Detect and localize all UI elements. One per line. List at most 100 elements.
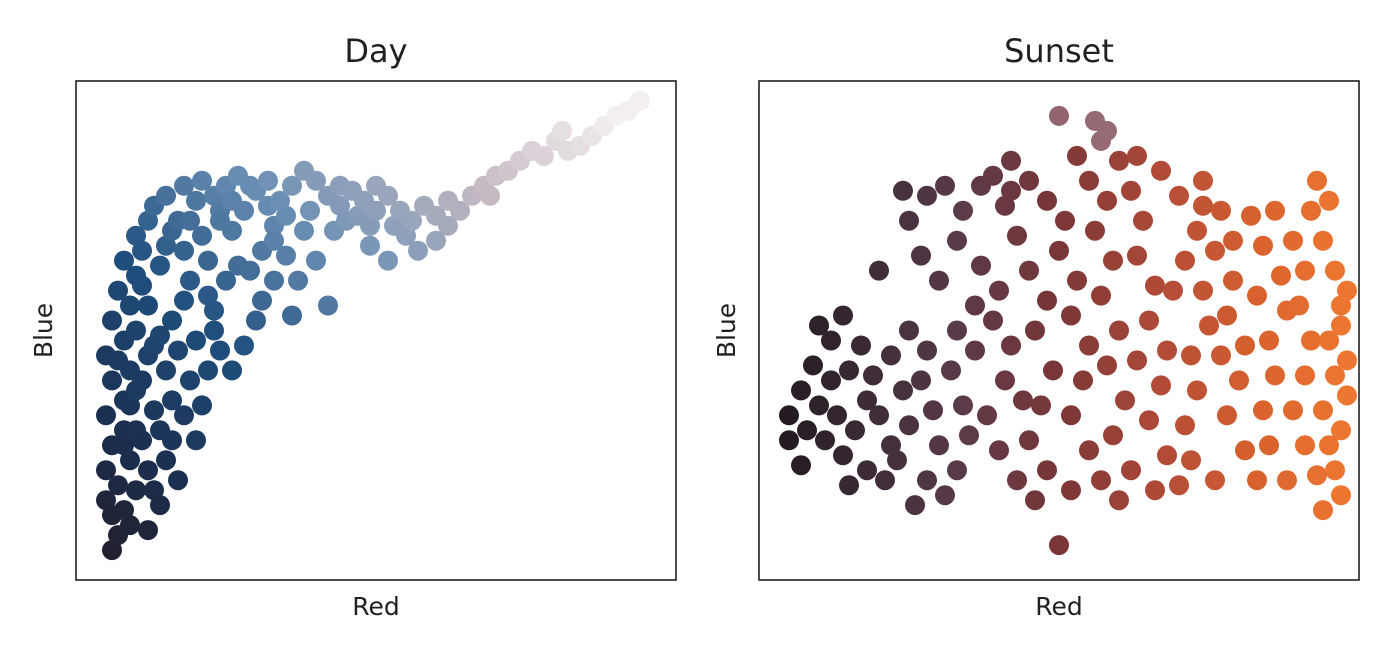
scatter-point bbox=[1121, 460, 1141, 481]
scatter-point bbox=[1325, 365, 1345, 386]
scatter-point bbox=[1121, 180, 1141, 201]
scatter-point bbox=[186, 330, 206, 351]
scatter-point bbox=[258, 170, 278, 191]
scatter-point bbox=[1139, 410, 1159, 431]
scatter-point bbox=[1049, 240, 1069, 261]
scatter-point bbox=[929, 435, 949, 456]
scatter-point bbox=[192, 170, 212, 191]
scatter-point bbox=[935, 485, 955, 506]
x-axis-label: Red bbox=[352, 592, 400, 621]
scatter-point bbox=[1169, 185, 1189, 206]
scatter-point bbox=[1013, 390, 1033, 411]
chart-title: Sunset bbox=[1004, 32, 1114, 70]
scatter-point bbox=[869, 260, 889, 281]
scatter-point bbox=[1103, 425, 1123, 446]
scatter-point bbox=[1241, 205, 1261, 226]
scatter-point bbox=[174, 175, 194, 196]
scatter-point bbox=[300, 200, 320, 221]
scatter-point bbox=[953, 200, 973, 221]
scatter-point bbox=[162, 390, 182, 411]
scatter-point bbox=[947, 460, 967, 481]
plot-frame bbox=[75, 80, 677, 581]
scatter-point bbox=[1253, 235, 1273, 256]
scatter-point bbox=[132, 430, 152, 451]
scatter-point bbox=[378, 250, 398, 271]
scatter-point bbox=[282, 175, 302, 196]
scatter-point bbox=[1319, 190, 1339, 211]
scatter-point bbox=[809, 315, 829, 336]
scatter-point bbox=[1259, 330, 1279, 351]
scatter-point bbox=[1169, 475, 1189, 496]
scatter-point bbox=[851, 335, 871, 356]
scatter-point bbox=[246, 310, 266, 331]
scatter-point bbox=[1313, 400, 1333, 421]
scatter-point bbox=[1073, 370, 1093, 391]
scatter-point bbox=[1127, 145, 1147, 166]
scatter-point bbox=[1085, 220, 1105, 241]
scatter-point bbox=[108, 475, 128, 496]
scatter-point bbox=[306, 250, 326, 271]
scatter-point bbox=[1049, 105, 1069, 126]
scatter-point bbox=[1253, 400, 1273, 421]
scatter-point bbox=[234, 200, 254, 221]
scatter-point bbox=[1331, 485, 1351, 506]
scatter-point bbox=[899, 320, 919, 341]
scatter-point bbox=[833, 445, 853, 466]
scatter-point bbox=[168, 470, 188, 491]
scatter-point bbox=[126, 320, 146, 341]
scatter-point bbox=[1319, 435, 1339, 456]
scatter-point bbox=[150, 255, 170, 276]
scatter-point bbox=[827, 405, 847, 426]
scatter-point bbox=[1055, 210, 1075, 231]
scatter-point bbox=[1295, 365, 1315, 386]
scatter-point bbox=[1313, 230, 1333, 251]
scatter-point bbox=[1181, 345, 1201, 366]
scatter-point bbox=[438, 215, 458, 236]
scatter-point bbox=[1223, 230, 1243, 251]
scatter-point bbox=[192, 395, 212, 416]
scatter-point bbox=[102, 310, 122, 331]
scatter-point bbox=[156, 185, 176, 206]
scatter-point bbox=[1007, 470, 1027, 491]
scatter-point bbox=[156, 360, 176, 381]
scatter-point bbox=[1337, 280, 1357, 301]
scatter-point bbox=[276, 205, 296, 226]
scatter-point bbox=[1127, 245, 1147, 266]
scatter-point bbox=[821, 370, 841, 391]
scatter-point bbox=[815, 430, 835, 451]
scatter-point bbox=[1133, 210, 1153, 231]
scatter-point bbox=[450, 200, 470, 221]
scatter-point bbox=[204, 300, 224, 321]
scatter-point bbox=[120, 395, 140, 416]
scatter-point bbox=[1163, 280, 1183, 301]
scatter-point bbox=[803, 355, 823, 376]
scatter-point bbox=[1193, 170, 1213, 191]
scatter-point bbox=[947, 230, 967, 251]
scatter-point bbox=[1175, 250, 1195, 271]
scatter-point bbox=[294, 220, 314, 241]
scatter-point bbox=[1145, 275, 1165, 296]
scatter-point bbox=[174, 290, 194, 311]
scatter-point bbox=[917, 470, 937, 491]
scatter-point bbox=[941, 360, 961, 381]
scatter-point bbox=[1097, 190, 1117, 211]
scatter-point bbox=[869, 405, 889, 426]
scatter-point bbox=[857, 460, 877, 481]
scatter-point bbox=[1001, 150, 1021, 171]
scatter-point bbox=[1109, 320, 1129, 341]
scatter-point bbox=[534, 145, 554, 166]
scatter-point bbox=[995, 195, 1015, 216]
scatter-point bbox=[857, 390, 877, 411]
scatter-point bbox=[875, 470, 895, 491]
scatter-point bbox=[366, 200, 386, 221]
y-axis-label: Blue bbox=[29, 303, 58, 358]
scatter-point bbox=[162, 430, 182, 451]
scatter-point bbox=[132, 275, 152, 296]
scatter-point bbox=[210, 340, 230, 361]
scatter-point bbox=[318, 295, 338, 316]
sunset-scatter-chart: Sunset Red Blue bbox=[712, 32, 1360, 621]
scatter-point bbox=[1127, 350, 1147, 371]
x-axis-label: Red bbox=[1035, 592, 1083, 621]
scatter-point bbox=[480, 185, 500, 206]
scatter-point bbox=[156, 235, 176, 256]
